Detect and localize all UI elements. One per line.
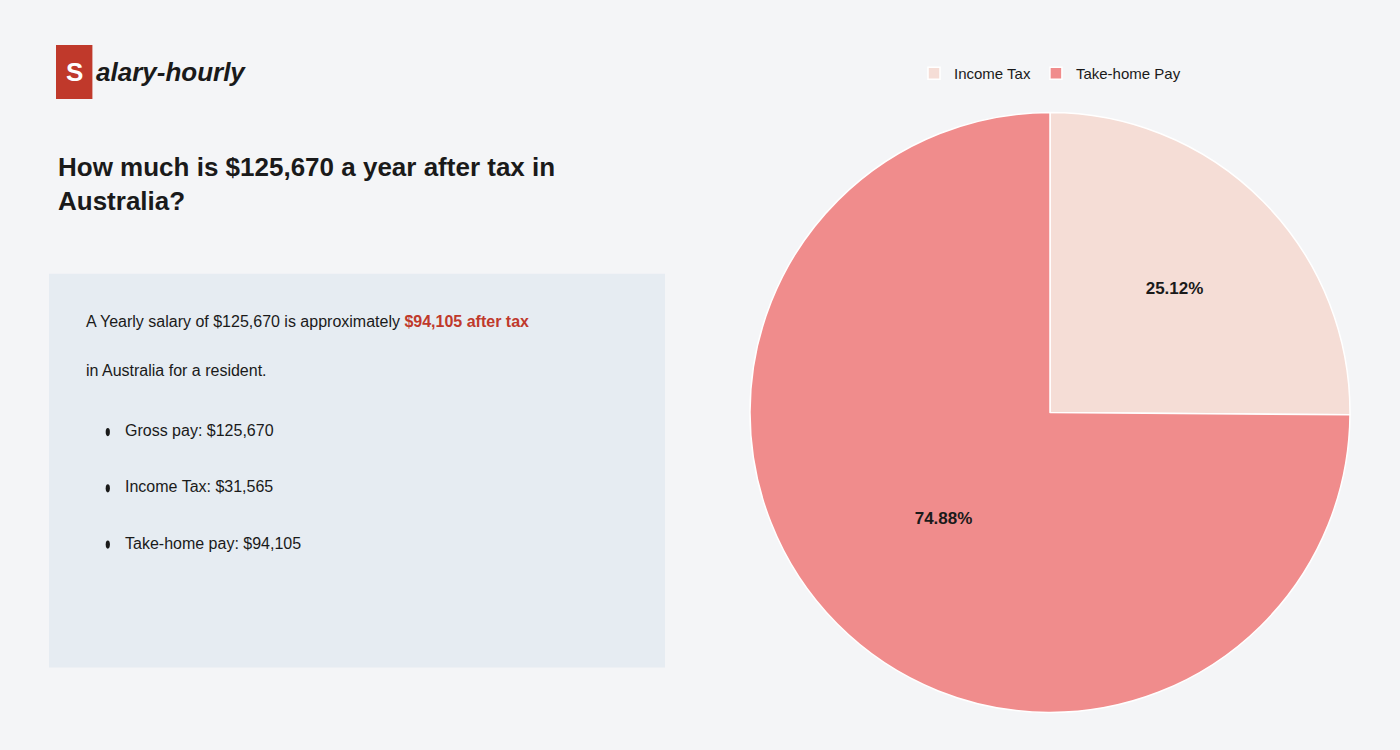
svg-text:alary-hourly: alary-hourly <box>96 57 246 87</box>
svg-text:How much is $125,670 a year af: How much is $125,670 a year after tax in… <box>58 152 555 216</box>
svg-text:25.12%: 25.12% <box>1146 279 1204 298</box>
svg-text:Income Tax: $31,565: Income Tax: $31,565 <box>125 478 273 495</box>
svg-text:Take-home Pay: Take-home Pay <box>1076 65 1181 82</box>
svg-text:in Australia for a resident.: in Australia for a resident. <box>86 362 267 379</box>
svg-text:A Yearly salary of $125,670 is: A Yearly salary of $125,670 is approxima… <box>86 313 529 330</box>
svg-text:Income Tax: Income Tax <box>954 65 1031 82</box>
svg-text:74.88%: 74.88% <box>915 509 973 528</box>
svg-text:Take-home pay: $94,105: Take-home pay: $94,105 <box>125 535 301 552</box>
svg-text:Gross pay: $125,670: Gross pay: $125,670 <box>125 422 274 439</box>
svg-text:S: S <box>66 57 83 87</box>
